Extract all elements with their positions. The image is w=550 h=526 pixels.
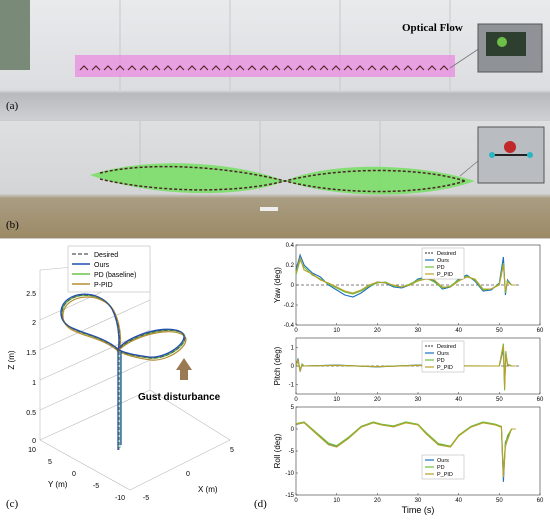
y-tick-label: -0.4 xyxy=(284,323,295,329)
trajectory-pd xyxy=(61,294,186,359)
legend-label: P_PID xyxy=(437,472,453,478)
legend-ppid: P-PID xyxy=(94,282,113,289)
y-tick-label: 5 xyxy=(291,405,295,411)
x-tick-label: 50 xyxy=(496,498,503,504)
legend-label: Desired xyxy=(437,344,456,350)
legend-pd: PD (baseline) xyxy=(94,272,136,279)
x-tick: 0 xyxy=(186,471,190,478)
series-p_pid xyxy=(295,256,516,294)
y-tick-label: -5 xyxy=(289,449,295,455)
x-tick-label: 20 xyxy=(374,498,381,504)
y-tick-label: -1 xyxy=(289,383,295,389)
legend-label: Ours xyxy=(437,351,449,357)
y-tick-label: -15 xyxy=(285,493,294,499)
drone-sequence-b xyxy=(99,165,466,193)
y-tick: 10 xyxy=(28,447,36,454)
x-tick-label: 60 xyxy=(537,498,544,504)
y-tick-label: 0 xyxy=(291,427,295,433)
gust-arrow-icon xyxy=(176,358,192,380)
drone-sequence-a xyxy=(79,65,449,71)
trajectory-band-magenta xyxy=(75,55,455,77)
x-tick: 5 xyxy=(230,447,234,454)
z-tick: 2 xyxy=(32,320,36,327)
x-tick-label: 20 xyxy=(374,397,381,403)
y-axis-label: Yaw (deg) xyxy=(273,267,282,303)
photo-panel-b: (b) xyxy=(0,121,550,239)
y-tick-label: 0 xyxy=(291,283,295,289)
z-tick: 0 xyxy=(32,438,36,445)
x-tick-label: 40 xyxy=(455,498,462,504)
vertical-ascent xyxy=(117,350,122,450)
y-tick: -5 xyxy=(93,483,99,490)
x-tick-label: 50 xyxy=(496,397,503,403)
x-tick-label: 0 xyxy=(294,328,298,334)
y-tick-label: 0.4 xyxy=(286,243,295,249)
legend-label: Ours xyxy=(437,258,449,264)
x-tick-label: 40 xyxy=(455,397,462,403)
x-tick-label: 60 xyxy=(537,328,544,334)
panel-b-label: (b) xyxy=(6,219,19,231)
x-tick-label: 60 xyxy=(537,397,544,403)
panel-d-label: (d) xyxy=(254,498,267,510)
trajectory-ours xyxy=(60,293,185,358)
legend-desired: Desired xyxy=(94,252,118,259)
x-tick: -5 xyxy=(143,495,149,502)
legend-3d: Desired Ours PD (baseline) P-PID xyxy=(67,245,151,293)
x-tick-label: 0 xyxy=(294,498,298,504)
plot-3d-panel: 0 0.5 1 1.5 2 2.5 Z (m) 10 5 0 -5 -10 Y … xyxy=(0,240,270,521)
trajectory-desired xyxy=(61,294,186,359)
panel-a-label: (a) xyxy=(6,100,19,112)
legend-label: PD xyxy=(437,465,445,471)
x-tick-label: 0 xyxy=(294,397,298,403)
y-tick-label: 1 xyxy=(291,345,295,351)
z-tick: 1 xyxy=(32,380,36,387)
y-tick-label: 0 xyxy=(291,364,295,370)
y-tick-label: -10 xyxy=(285,471,294,477)
gust-disturbance-label: Gust disturbance xyxy=(138,392,221,403)
y-tick: 0 xyxy=(72,471,76,478)
x-tick-label: 20 xyxy=(374,328,381,334)
legend-label: P_PID xyxy=(437,365,453,371)
y-axis-label: Pitch (deg) xyxy=(273,346,282,385)
legend-label: PD xyxy=(437,265,445,271)
x-tick-label: 10 xyxy=(333,397,340,403)
x-tick-label: 30 xyxy=(415,498,422,504)
legend-label: PD xyxy=(437,358,445,364)
optical-flow-label: Optical Flow xyxy=(402,22,463,34)
x-tick-label: 30 xyxy=(415,397,422,403)
z-tick: 2.5 xyxy=(26,291,36,298)
z-tick: 0.5 xyxy=(26,410,36,417)
x-tick-label: 30 xyxy=(415,328,422,334)
y-tick: -10 xyxy=(115,495,125,502)
series-p_pid xyxy=(295,422,516,478)
x-axis-label: X (m) xyxy=(198,485,218,494)
x-tick-label: 10 xyxy=(333,498,340,504)
z-tick: 1.5 xyxy=(26,350,36,357)
legend-label: Desired xyxy=(437,251,456,257)
plot-area xyxy=(295,406,541,496)
y-axis-label: Y (m) xyxy=(48,480,68,489)
y-tick-label: 0.2 xyxy=(286,263,295,269)
x-tick-label: 10 xyxy=(333,328,340,334)
panel-c-label: (c) xyxy=(6,498,19,510)
series-pd xyxy=(295,258,516,295)
z-axis-label: Z (m) xyxy=(7,350,16,369)
legend-label: P_PID xyxy=(437,272,453,278)
y-tick-label: -0.2 xyxy=(284,303,295,309)
photo-panel-a: (a) Optical Flow xyxy=(0,0,550,121)
x-axis-label: Time (s) xyxy=(402,505,435,515)
x-tick-label: 40 xyxy=(455,328,462,334)
chart-0: 0 10 20 30 40 50 60 0.4 0.2 0 -0.2 -0.4 Yaw (deg) Des… xyxy=(273,243,544,334)
x-tick-label: 50 xyxy=(496,328,503,334)
legend-ours: Ours xyxy=(94,262,110,269)
y-tick: 5 xyxy=(48,459,52,466)
legend-label: Ours xyxy=(437,458,449,464)
y-axis-label: Roll (deg) xyxy=(273,433,282,468)
